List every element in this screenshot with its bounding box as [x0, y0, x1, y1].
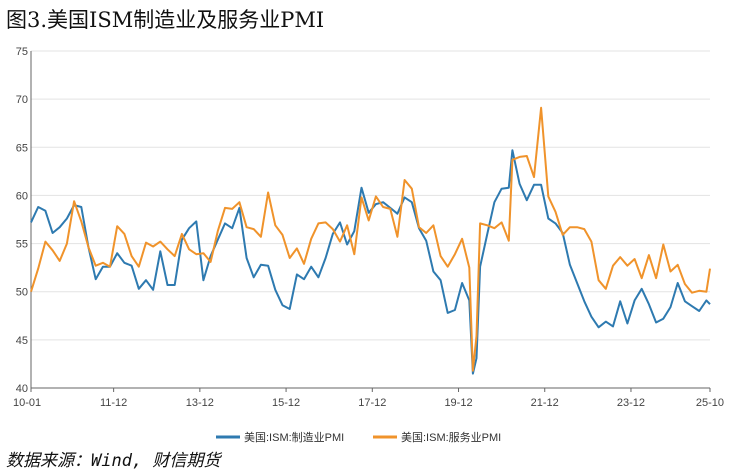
x-tick-label: 21-12 — [531, 397, 559, 409]
legend-label: 美国:ISM:服务业PMI — [401, 431, 501, 444]
y-tick-label: 70 — [16, 94, 28, 106]
source-note: 数据来源：Wind, 财信期货 — [6, 451, 221, 471]
x-tick-label: 17-12 — [358, 397, 386, 409]
y-axis: 40 45 50 55 60 65 70 75 — [16, 46, 28, 395]
chart-title: 图3.美国ISM制造业及服务业PMI — [6, 8, 325, 32]
x-tick-label: 15-12 — [272, 397, 300, 409]
x-tick-label: 11-12 — [100, 397, 127, 409]
series-group — [30, 106, 711, 375]
x-tick-label: 19-12 — [444, 397, 472, 409]
x-axis: 10-01 11-12 13-12 15-12 17-12 19-12 21-12 23-12… — [13, 388, 724, 409]
y-tick-label: 60 — [16, 190, 28, 202]
y-tick-label: 45 — [16, 335, 28, 347]
x-tick-label: 13-12 — [186, 397, 214, 409]
y-tick-label: 65 — [16, 142, 28, 154]
y-tick-label: 75 — [16, 46, 28, 58]
y-tick-label: 50 — [16, 287, 28, 299]
x-tick-label: 23-12 — [617, 397, 645, 409]
x-tick-label: 10-01 — [13, 397, 41, 409]
legend-label: 美国:ISM:制造业PMI — [244, 430, 344, 444]
legend: 美国:ISM:制造业PMI 美国:ISM:服务业PMI — [216, 430, 501, 444]
services-pmi-line — [30, 106, 711, 372]
grid — [31, 50, 710, 341]
x-tick-label: 25-10 — [696, 397, 724, 409]
y-tick-label: 55 — [16, 239, 28, 251]
y-tick-label: 40 — [16, 383, 28, 395]
